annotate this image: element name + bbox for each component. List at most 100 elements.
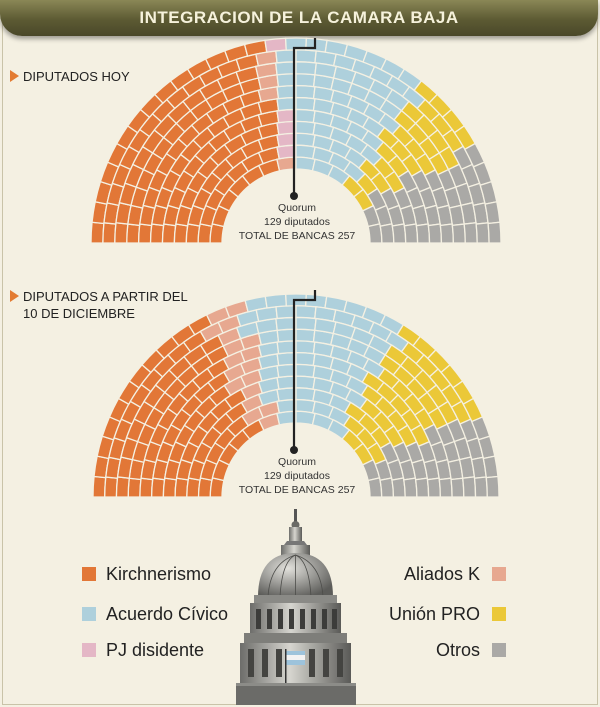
seat xyxy=(463,221,478,244)
seat xyxy=(104,476,119,498)
seat xyxy=(482,455,499,479)
quorum-label: Quorum xyxy=(278,202,316,214)
seat xyxy=(295,375,316,390)
legend-swatch xyxy=(82,567,96,581)
legend-item-union-pro: Unión PRO xyxy=(389,603,506,625)
seat xyxy=(173,223,189,244)
seat xyxy=(150,477,166,498)
legend-swatch xyxy=(82,607,96,621)
total-seats-label: TOTAL DE BANCAS 257 xyxy=(239,230,356,242)
seat xyxy=(295,84,316,100)
seat xyxy=(305,37,328,53)
seat xyxy=(255,50,278,67)
seat xyxy=(295,61,318,76)
parliament-chart-hoy: Quorum 129 diputados TOTAL DE BANCAS 257 xyxy=(90,37,502,244)
total-seats-label: TOTAL DE BANCAS 257 xyxy=(239,484,356,496)
seat xyxy=(450,477,465,498)
quorum-seats-label: 129 diputados xyxy=(264,470,330,482)
seat xyxy=(415,223,431,244)
arrow-right-icon xyxy=(10,70,19,82)
seat xyxy=(475,222,490,244)
seat xyxy=(255,306,278,323)
legend-swatch xyxy=(492,567,506,581)
quorum-marker-dot xyxy=(290,446,298,454)
seat xyxy=(427,223,443,244)
seat xyxy=(295,120,316,136)
legend-swatch xyxy=(82,643,96,657)
seat xyxy=(295,305,317,320)
seats-group xyxy=(90,37,502,244)
seat xyxy=(116,456,134,479)
seat xyxy=(403,223,419,244)
seat xyxy=(295,49,317,64)
seat xyxy=(127,477,142,498)
legend-item-kirchnerismo: Kirchnerismo xyxy=(82,563,211,585)
arrow-right-icon xyxy=(10,290,19,302)
quorum-marker-line xyxy=(292,290,317,450)
seat xyxy=(295,363,316,379)
seat xyxy=(462,476,477,498)
legend-item-pj-disidente: PJ disidente xyxy=(82,639,204,661)
seat xyxy=(451,223,466,244)
legend-item-otros: Otros xyxy=(436,639,506,661)
seat xyxy=(295,328,316,343)
seat xyxy=(391,223,407,244)
legend-label: Unión PRO xyxy=(388,604,480,624)
seat xyxy=(314,62,338,79)
seat xyxy=(295,73,316,88)
legend-label: PJ disidente xyxy=(106,640,205,660)
seat xyxy=(115,476,130,498)
seat xyxy=(162,477,178,498)
seat xyxy=(115,201,132,225)
legend-swatch xyxy=(492,607,506,621)
seat xyxy=(487,221,502,244)
seat xyxy=(426,477,442,498)
seat xyxy=(473,476,488,498)
seat xyxy=(126,223,141,244)
legend-item-aliados-k: Aliados K xyxy=(404,563,506,585)
quorum-marker-line xyxy=(292,38,317,196)
legend-item-acuerdo-civico: Acuerdo Cívico xyxy=(82,603,228,625)
seat xyxy=(295,340,316,355)
seat xyxy=(295,96,316,112)
legend-label: Kirchnerismo xyxy=(106,564,212,584)
seat xyxy=(485,475,500,498)
seat xyxy=(137,223,153,244)
seat xyxy=(414,477,430,498)
seat xyxy=(403,477,418,498)
seat xyxy=(102,222,117,244)
title-bar: INTEGRACION DE LA CAMARA BAJA xyxy=(0,0,598,36)
seat xyxy=(139,477,154,498)
parliament-chart-diciembre: Quorum 129 diputados TOTAL DE BANCAS 257 xyxy=(92,290,500,498)
seat xyxy=(379,223,395,244)
quorum-marker-dot xyxy=(290,192,298,200)
seat xyxy=(439,223,455,244)
seats-group xyxy=(92,293,500,498)
seat xyxy=(295,351,316,367)
seat xyxy=(92,475,107,498)
seat xyxy=(438,477,453,498)
seat xyxy=(114,221,129,244)
seat xyxy=(314,317,337,335)
seat xyxy=(161,223,177,244)
seat xyxy=(295,316,317,331)
seat xyxy=(391,477,406,498)
page-title: INTEGRACION DE LA CAMARA BAJA xyxy=(139,8,459,27)
legend-label: Otros xyxy=(435,640,480,660)
section-label-diciembre: DIPUTADOS A PARTIR DEL 10 DE DICIEMBRE xyxy=(10,288,188,322)
legend-label: Acuerdo Cívico xyxy=(106,604,229,624)
quorum-seats-label: 129 diputados xyxy=(264,216,330,228)
section-label-text: DIPUTADOS HOY xyxy=(23,69,130,84)
legend-swatch xyxy=(492,643,506,657)
section-label-text: DIPUTADOS A PARTIR DEL xyxy=(23,289,188,304)
quorum-label: Quorum xyxy=(278,456,316,468)
seat xyxy=(484,200,501,225)
legend-label: Aliados K xyxy=(403,564,480,584)
seat xyxy=(295,108,316,124)
seat xyxy=(149,223,165,244)
section-label-hoy: DIPUTADOS HOY xyxy=(10,68,130,85)
seat xyxy=(174,477,189,498)
section-label-text-line2: 10 DE DICIEMBRE xyxy=(23,306,135,321)
congress-building-illustration xyxy=(236,509,356,705)
seat xyxy=(90,221,105,244)
